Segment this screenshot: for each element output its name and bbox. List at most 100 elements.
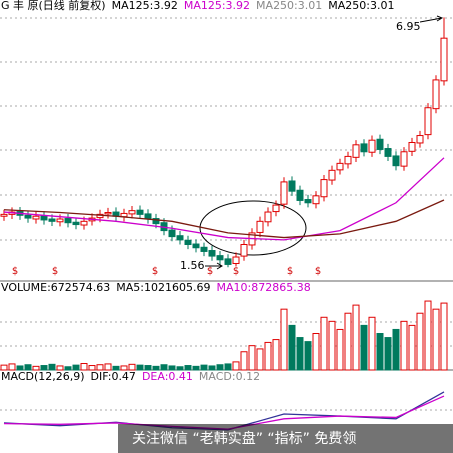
volume-bar	[200, 364, 208, 371]
volume-bar	[232, 361, 240, 371]
candle-body	[408, 142, 416, 152]
legend-text: MA10:872865.38	[216, 281, 310, 294]
candle-body	[168, 229, 176, 238]
candle-body	[344, 155, 352, 165]
volume-bar	[296, 337, 304, 371]
candle-body	[312, 195, 320, 205]
volume-bar	[112, 365, 120, 371]
price-panel: 6.951.56$ $ $ $ $ $ $G 丰 原(日线 前复权) MA125:3.92 MA…	[0, 0, 448, 277]
volume-bar	[336, 328, 344, 371]
volume-bar	[16, 365, 24, 371]
legend-text: MA250:3.01	[256, 0, 322, 12]
watermark: 关注微信 “老韩实盘” “指标” 免费领	[132, 430, 356, 447]
volume-bar	[360, 324, 368, 371]
candle-body	[152, 218, 160, 225]
volume-bar	[248, 345, 256, 371]
volume-bar	[424, 300, 432, 371]
candle-body	[32, 215, 40, 220]
candle-body	[368, 139, 376, 153]
volume-bar	[64, 366, 72, 371]
annotation: 1.56	[180, 259, 205, 272]
candle-body	[184, 239, 192, 245]
volume-bar	[392, 328, 400, 371]
volume-bar	[96, 364, 104, 371]
volume-bar	[168, 365, 176, 371]
candle-body	[216, 255, 224, 261]
macd-panel: MACD(12,26,9) DIF:0.47 DEA:0.41 MACD:0.12	[1, 370, 445, 431]
volume-bar	[80, 363, 88, 371]
volume-bar	[240, 351, 248, 371]
signal-marker: $	[287, 266, 293, 277]
volume-bar	[24, 364, 32, 371]
volume-bar	[368, 316, 376, 371]
line	[3, 199, 445, 239]
volume-bar	[48, 363, 56, 371]
volume-bar	[376, 333, 384, 371]
volume-bar	[256, 348, 264, 371]
candle-body	[416, 135, 424, 144]
candle-body	[272, 204, 280, 213]
volume-bar	[40, 365, 48, 371]
annotation-arrow	[419, 15, 444, 23]
candle-body	[288, 180, 296, 192]
volume-bar	[264, 341, 272, 371]
candle-body	[296, 189, 304, 201]
volume-bar	[216, 364, 224, 371]
volume-bar	[160, 364, 168, 371]
candle-body	[56, 218, 64, 223]
candle-body	[376, 138, 384, 150]
legend-text: MA125:3.92	[184, 0, 250, 12]
volume-bar	[416, 312, 424, 371]
volume-bar	[120, 365, 128, 371]
candle-body	[144, 213, 152, 220]
candle-body	[392, 155, 400, 167]
candle-body	[320, 179, 328, 198]
line	[3, 157, 445, 241]
candle-body	[200, 246, 208, 252]
volume-bar	[328, 320, 336, 371]
volume-bar	[144, 365, 152, 371]
volume-bar	[184, 365, 192, 371]
candle-body	[128, 210, 136, 215]
candle-body	[208, 250, 216, 257]
candle-body	[264, 211, 272, 223]
candle-body	[80, 220, 88, 226]
candle-body	[304, 199, 312, 204]
volume-bar	[352, 304, 360, 371]
legend-text: G 丰 原(日线 前复权)	[1, 0, 106, 12]
volume-bar	[288, 324, 296, 371]
watermark-box	[118, 424, 453, 453]
candle-body	[72, 221, 80, 226]
volume-bar	[272, 339, 280, 371]
volume-bar	[72, 364, 80, 371]
candle-body	[64, 218, 72, 224]
volume-bar	[432, 308, 440, 371]
candle-body	[0, 213, 8, 217]
annotation: 6.95	[396, 20, 421, 33]
highlight-ellipse	[199, 200, 307, 256]
candle-body	[360, 143, 368, 153]
legend-text: DIF:0.47	[91, 370, 136, 383]
volume-bar	[280, 308, 288, 371]
legend-text: VOLUME:672574.63	[1, 281, 110, 294]
candle-body	[384, 148, 392, 157]
volume-bar	[384, 337, 392, 371]
candle-body	[176, 235, 184, 241]
candle-body	[224, 258, 232, 265]
volume-bar	[104, 363, 112, 371]
candle-body	[256, 220, 264, 233]
volume-bar	[176, 366, 184, 371]
grid	[0, 17, 453, 411]
volume-bar	[208, 365, 216, 371]
volume-bar	[56, 365, 64, 371]
volume-bar	[0, 364, 8, 371]
volume-bar	[408, 324, 416, 371]
candle-body	[336, 162, 344, 171]
signal-marker: $	[12, 266, 18, 277]
candle-body	[328, 169, 336, 181]
signal-marker: $	[233, 266, 239, 277]
signal-marker: $	[207, 266, 213, 277]
volume-bar	[320, 316, 328, 371]
signal-marker: $	[315, 266, 321, 277]
legend-text: MA125:3.92	[112, 0, 178, 12]
